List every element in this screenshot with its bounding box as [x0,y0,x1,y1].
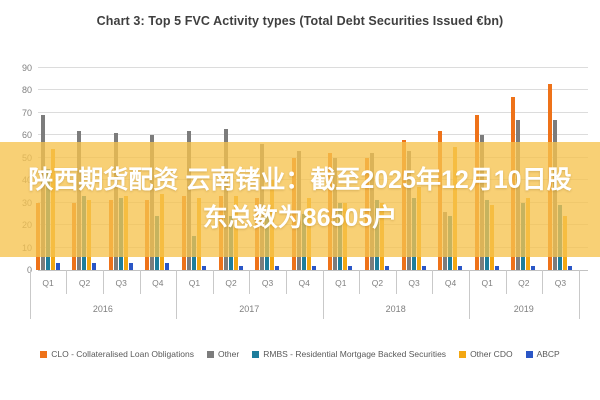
y-tick-label: 60 [21,130,32,141]
quarter-label: Q3 [554,278,567,288]
y-tick-label: 80 [21,85,32,96]
year-separator [176,270,178,319]
legend-item: ABCP [525,349,560,359]
quarter-separator [139,270,141,294]
legend-label: ABCP [536,349,560,359]
quarter-separator [102,270,104,294]
gridline [38,111,588,113]
quarter-label: Q4 [152,278,164,288]
legend-swatch-icon [40,350,48,358]
quarter-separator [395,270,397,294]
chart-title: Chart 3: Top 5 FVC Activity types (Total… [96,14,504,28]
bar [201,265,206,270]
gridline [38,89,588,91]
legend-swatch-icon [252,350,260,358]
quarter-label: Q2 [225,278,237,288]
quarter-separator [432,270,434,294]
quarter-label: Q2 [371,278,384,288]
y-tick-label: 90 [21,63,32,73]
quarter-separator [505,270,507,294]
news-overlay-banner: 陕西期货配资 云南锗业：截至2025年12月10日股 东总数为86505户 [0,142,600,257]
legend-label: Other [217,349,240,359]
quarter-label: Q3 [261,278,274,288]
bar [421,265,426,270]
bar [494,265,499,270]
year-separator [29,270,31,319]
quarter-label: Q1 [188,278,201,288]
overlay-text-line1: 陕西期货配资 云南锗业：截至2025年12月10日股 [28,166,572,195]
year-label: 2016 [92,304,113,314]
bar [238,265,243,270]
quarter-label: Q3 [115,278,127,288]
legend-label: RMBS - Residential Mortgage Backed Secur… [263,349,447,359]
legend-item: Other CDO [459,349,513,359]
bar [531,265,536,270]
year-label: 2019 [513,304,534,314]
bar [311,265,316,270]
year-separator [468,270,470,319]
quarter-label: Q3 [408,278,420,288]
quarter-label: Q2 [78,278,91,288]
legend-label: Other CDO [470,349,513,359]
gridline [38,134,588,136]
legend-item: Other [206,349,240,359]
quarter-label: Q4 [444,278,457,288]
year-label: 2017 [239,304,260,314]
bar [384,265,389,270]
legend-swatch-icon [206,350,214,358]
year-separator [578,270,580,319]
y-tick-label: 0 [4,265,32,275]
quarter-separator [542,270,544,294]
quarter-label: Q1 [42,278,54,288]
quarter-label: Q1 [335,278,347,288]
bar [128,263,133,270]
quarter-separator [249,270,251,294]
legend-swatch-icon [459,350,467,358]
x-axis-line [38,270,588,271]
overlay-text-line2: 东总数为86505户 [202,203,398,232]
year-label: 2018 [385,304,406,314]
bar [55,263,60,270]
bar [458,265,463,270]
legend-swatch-icon [525,350,533,358]
bar [275,265,280,270]
legend-item: RMBS - Residential Mortgage Backed Secur… [252,349,446,359]
quarter-separator [212,270,214,294]
year-separator [322,270,324,319]
bar [348,265,353,270]
quarter-separator [66,270,68,294]
y-tick-label: 70 [21,107,32,118]
bar [92,263,97,270]
quarter-label: Q4 [298,278,310,288]
bar [567,265,572,270]
quarter-separator [285,270,287,294]
gridline [38,67,588,68]
quarter-separator [359,270,361,294]
legend-item: CLO - Collateralised Loan Obligations [40,349,194,359]
chart-legend: CLO - Collateralised Loan Obligations Oth… [0,349,600,359]
quarter-label: Q1 [481,278,493,288]
legend-label: CLO - Collateralised Loan Obligations [51,349,194,359]
quarter-label: Q2 [518,278,530,288]
bar [165,263,170,270]
